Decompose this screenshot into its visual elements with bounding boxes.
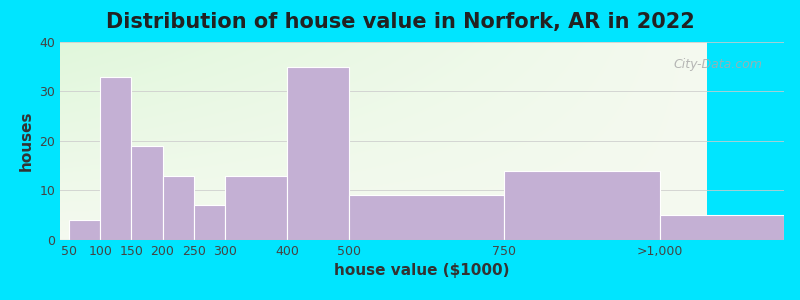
Text: Distribution of house value in Norfork, AR in 2022: Distribution of house value in Norfork, … [106, 12, 694, 32]
Bar [225, 176, 287, 240]
Y-axis label: houses: houses [18, 111, 34, 171]
Text: City-Data.com: City-Data.com [674, 58, 762, 71]
Bar [194, 205, 225, 240]
Bar [349, 196, 504, 240]
Bar [287, 67, 349, 240]
Bar [660, 215, 784, 240]
Bar [162, 176, 194, 240]
Bar [504, 171, 660, 240]
Bar [131, 146, 162, 240]
Bar [70, 220, 100, 240]
Bar [100, 76, 131, 240]
X-axis label: house value ($1000): house value ($1000) [334, 263, 510, 278]
